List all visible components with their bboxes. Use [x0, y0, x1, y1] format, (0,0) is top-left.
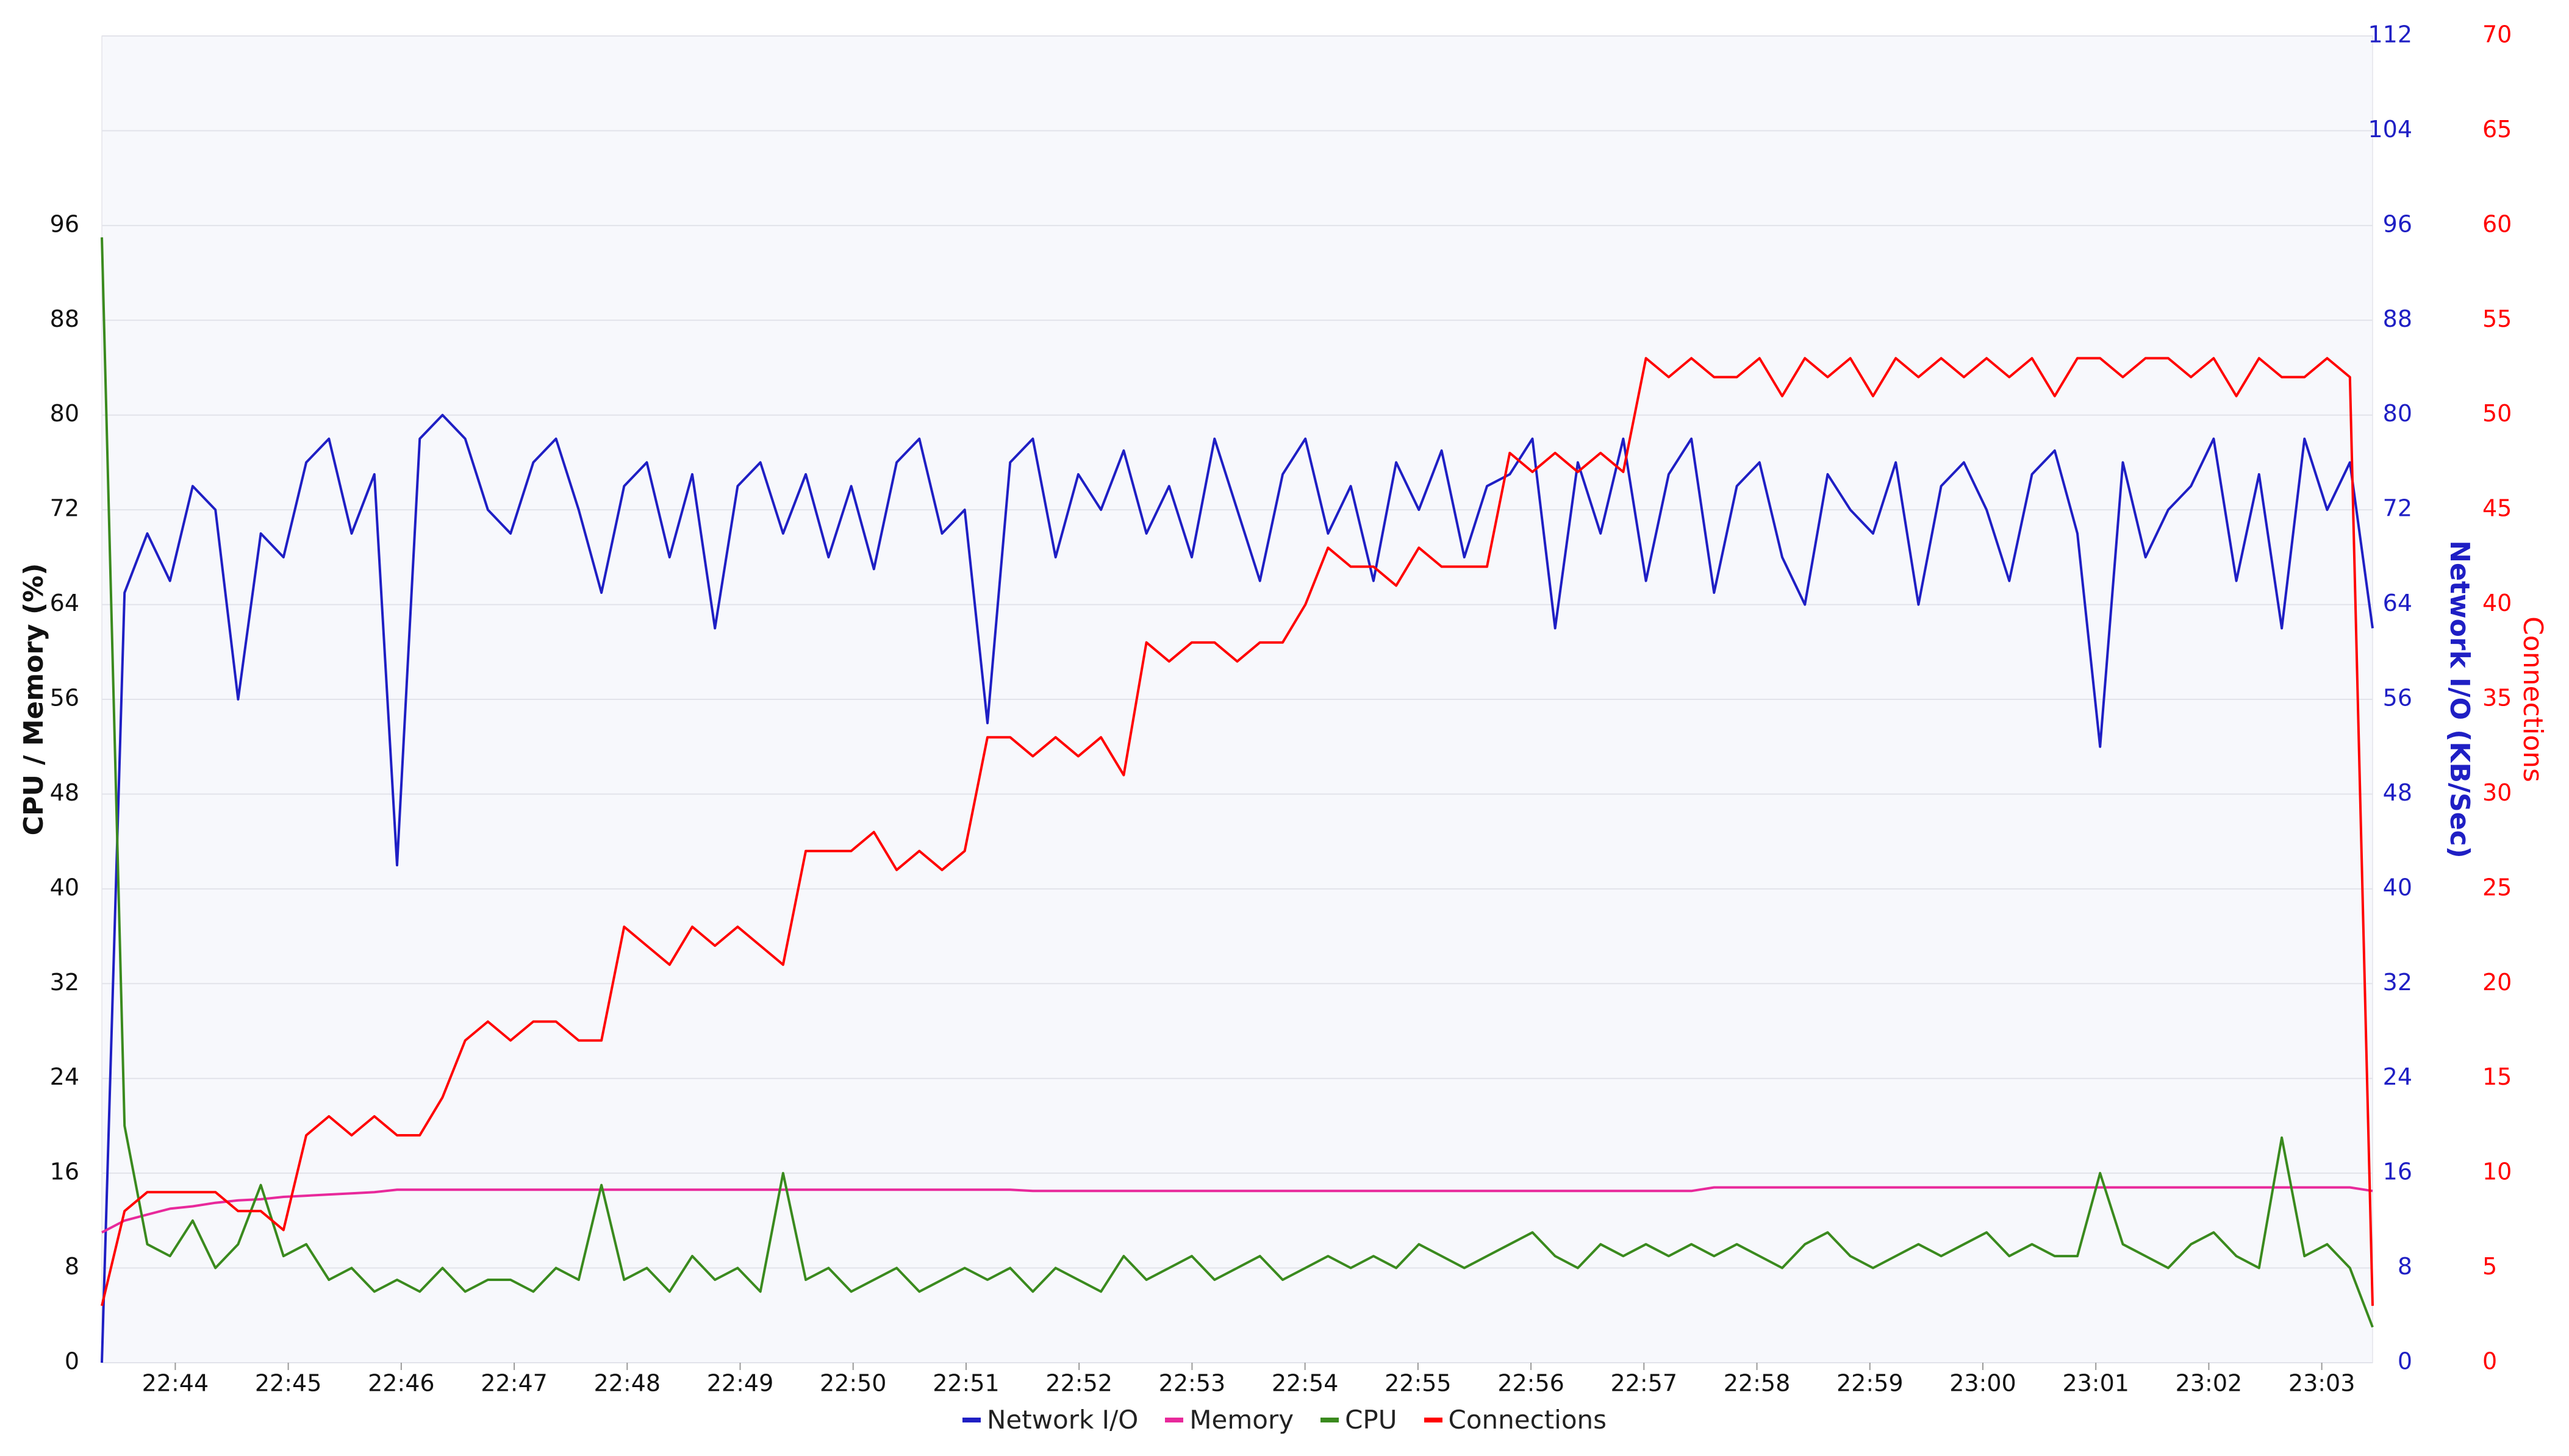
legend-swatch: [1165, 1417, 1184, 1422]
y3-tick-label: 60: [2482, 210, 2512, 237]
y-tick-label: 80: [50, 400, 79, 427]
y3-tick-label: 25: [2482, 874, 2512, 901]
y3-tick-label: 70: [2482, 21, 2512, 48]
y2-tick-label: 112: [2368, 21, 2412, 48]
x-tick-label: 22:49: [707, 1370, 774, 1397]
legend-label: CPU: [1345, 1405, 1397, 1435]
y2-tick-label: 16: [2383, 1158, 2412, 1185]
legend-label: Connections: [1448, 1405, 1607, 1435]
x-tick-label: 23:00: [1949, 1370, 2016, 1397]
y3-tick-label: 35: [2482, 685, 2512, 712]
legend-swatch: [962, 1417, 981, 1422]
y2-tick-label: 80: [2383, 400, 2412, 427]
legend-item[interactable]: CPU: [1320, 1405, 1397, 1435]
x-tick-label: 22:54: [1272, 1370, 1339, 1397]
y3-tick-label: 50: [2482, 400, 2512, 427]
x-tick-label: 22:58: [1724, 1370, 1791, 1397]
series-line: [101, 357, 2374, 1307]
x-tick-label: 22:55: [1385, 1370, 1452, 1397]
x-tick-label: 23:03: [2288, 1370, 2356, 1397]
y2-tick-label: 64: [2383, 590, 2412, 616]
y3-tick-label: 10: [2482, 1158, 2512, 1185]
series-line: [101, 237, 2374, 1328]
y-axis-title: CPU / Memory (%): [18, 563, 49, 836]
y-tick-label: 40: [50, 874, 79, 901]
x-tick-label: 22:59: [1836, 1370, 1904, 1397]
y3-tick-label: 15: [2482, 1063, 2512, 1090]
legend-swatch: [1320, 1417, 1339, 1422]
legend-label: Memory: [1189, 1405, 1294, 1435]
y2-tick-label: 40: [2383, 874, 2412, 901]
y3-tick-label: 40: [2482, 590, 2512, 616]
x-tick-label: 22:46: [368, 1370, 435, 1397]
y2-tick-label: 0: [2398, 1348, 2412, 1375]
y3-axis-title: Connections: [2517, 616, 2548, 782]
chart: CPU / Memory (%) Network I/O (KB/Sec) Co…: [18, 21, 2548, 1397]
x-tick-label: 22:47: [481, 1370, 548, 1397]
legend: Network I/O Memory CPU Connections: [0, 1405, 2569, 1435]
y-tick-label: 8: [65, 1253, 79, 1280]
y-tick-label: 72: [50, 495, 79, 522]
x-tick-label: 22:50: [820, 1370, 887, 1397]
legend-item[interactable]: Connections: [1424, 1405, 1607, 1435]
y-tick-label: 0: [65, 1348, 79, 1375]
x-tick-label: 22:44: [142, 1370, 209, 1397]
y3-tick-label: 0: [2482, 1348, 2497, 1375]
y2-tick-label: 48: [2383, 779, 2412, 806]
y2-tick-label: 32: [2383, 969, 2412, 996]
y-tick-label: 96: [50, 210, 79, 237]
y-tick-label: 88: [50, 305, 79, 332]
y-tick-label: 56: [50, 685, 79, 712]
x-tick-label: 23:01: [2062, 1370, 2129, 1397]
y2-tick-label: 72: [2383, 495, 2412, 522]
y-tick-label: 32: [50, 969, 79, 996]
y2-tick-label: 104: [2368, 116, 2412, 143]
y2-tick-label: 96: [2383, 210, 2412, 237]
y2-tick-label: 88: [2383, 305, 2412, 332]
y-tick-label: 16: [50, 1158, 79, 1185]
y-tick-label: 64: [50, 590, 79, 616]
y2-tick-label: 56: [2383, 685, 2412, 712]
y3-tick-label: 20: [2482, 969, 2512, 996]
x-tick-label: 22:45: [255, 1370, 322, 1397]
x-tick-label: 22:51: [933, 1370, 1000, 1397]
x-tick-label: 22:52: [1045, 1370, 1113, 1397]
y3-tick-label: 45: [2482, 495, 2512, 522]
y3-tick-label: 30: [2482, 779, 2512, 806]
y-tick-label: 24: [50, 1063, 79, 1090]
legend-item[interactable]: Memory: [1165, 1405, 1294, 1435]
y-tick-label: 48: [50, 779, 79, 806]
legend-label: Network I/O: [986, 1405, 1139, 1435]
y3-tick-label: 5: [2482, 1253, 2497, 1280]
legend-item[interactable]: Network I/O: [962, 1405, 1138, 1435]
x-tick-label: 22:57: [1611, 1370, 1678, 1397]
legend-swatch: [1424, 1417, 1442, 1422]
x-tick-label: 23:02: [2176, 1370, 2243, 1397]
series-line: [101, 1186, 2373, 1234]
x-tick-label: 22:56: [1497, 1370, 1564, 1397]
y3-tick-label: 55: [2482, 305, 2512, 332]
y2-axis-title: Network I/O (KB/Sec): [2444, 540, 2475, 858]
series-line: [101, 413, 2374, 1363]
x-tick-label: 22:53: [1159, 1370, 1226, 1397]
y2-tick-label: 8: [2398, 1253, 2412, 1280]
x-tick-label: 22:48: [594, 1370, 661, 1397]
y2-tick-label: 24: [2383, 1063, 2412, 1090]
y3-tick-label: 65: [2482, 116, 2512, 143]
